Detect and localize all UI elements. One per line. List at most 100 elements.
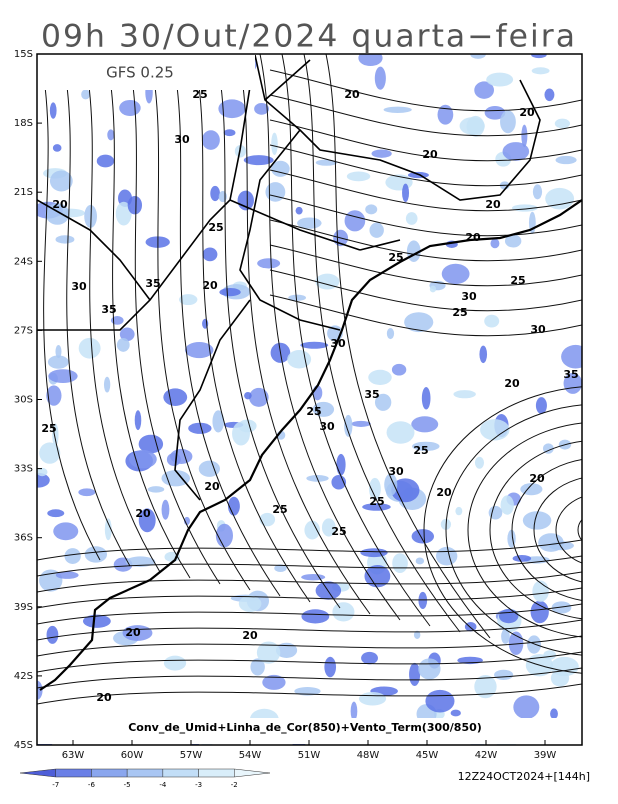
shade-blob [351,420,371,427]
streamline [303,54,461,633]
contour-label: 20 [465,231,481,244]
shade-blob [39,442,61,464]
longitude-label: 39W [534,750,557,761]
shade-blob [48,369,78,384]
streamline [37,571,582,593]
shade-blob [402,183,410,203]
streamline [489,440,582,620]
shade-blob [46,385,62,406]
contour-label: 20 [529,472,545,485]
streamline [215,54,341,609]
shade-blob [502,142,530,161]
shade-blob [110,316,124,325]
contour-label: 30 [174,133,190,146]
streamline [269,144,582,187]
shade-blob [254,103,269,115]
shade-blob [287,350,312,369]
shade-blob [332,602,355,622]
contour-label: 30 [461,290,477,303]
contour-label: 25 [192,88,207,101]
latitude-label: 24S [14,256,33,267]
shade-blob [391,363,407,376]
shade-blob [437,104,454,125]
shade-blob [37,680,43,700]
shade-blob [163,655,187,671]
latitude-label: 27S [14,325,33,336]
longitude-label: 48W [357,750,380,761]
title: 09h 30/Out/2024 quarta−feira [41,19,577,55]
convergence-shading [37,54,582,745]
shade-blob [501,628,510,644]
legend-label: -4 [159,781,167,789]
contour-label: 25 [41,422,56,435]
borders [37,54,541,501]
shade-blob [344,414,353,437]
shade-blob [369,477,381,501]
shade-blob [405,212,418,225]
shade-blob [409,662,421,686]
shade-blob [474,456,485,469]
shade-blob [336,453,346,476]
streamline [269,269,582,312]
contour-label: 20 [96,691,112,704]
shade-blob [543,650,557,660]
shade-blob [360,548,388,558]
shade-blob [78,337,101,359]
shade-blob [301,609,330,624]
shade-blob [500,495,514,515]
shade-blob [49,102,57,119]
shade-blob [384,473,398,496]
streamline [61,54,131,567]
shade-blob [134,410,142,431]
shade-blob [103,376,111,393]
streamline [37,603,582,625]
shade-blob [535,397,547,414]
shade-blob [361,651,378,665]
shade-blob [421,386,431,410]
contour-label: 25 [388,251,403,264]
legend-swatch [126,768,164,778]
streamline [269,119,582,162]
shade-blob [275,642,298,658]
streamline [269,219,582,262]
shade-blob [412,441,440,451]
legend-label: -7 [52,781,59,789]
shade-blob [210,185,220,202]
shade-blob [304,520,320,540]
shade-blob [82,614,111,628]
shade-blob [550,669,570,687]
caption-box [37,718,582,744]
legend-swatch [19,768,56,778]
contour-label: 20 [202,279,218,292]
shade-blob [315,159,338,166]
streamline [105,54,191,579]
shade-blob [484,106,506,120]
contour-label: 25 [369,495,384,508]
shade-blob [125,556,156,567]
shade-blob [232,421,250,446]
shade-blob [474,674,497,699]
shade-blob [455,506,463,516]
shade-blob [188,422,212,434]
shade-blob [47,355,69,369]
shade-blob [532,184,543,200]
latitude-label: 30S [14,395,33,406]
streamlines [37,54,582,705]
legend-label: -6 [88,781,96,789]
shade-blob [52,144,62,152]
contour-label: 30 [388,465,404,478]
color-legend: -7 -6 -5 -4 -3 -2 [19,768,271,789]
shade-blob [550,708,558,720]
legend-swatch [198,768,235,778]
shade-blob [368,369,392,385]
shade-blob [404,312,434,333]
shade-blob [116,337,130,352]
shade-blob [256,641,281,664]
streamline [149,54,251,591]
shade-blob [163,388,188,406]
latitude-labels: 15S 18S 21S 24S 27S 30S 33S 36S 39S 42S 45S [14,49,42,751]
shade-blob [84,546,108,563]
shade-blob [435,546,458,566]
shade-blob [259,512,276,527]
shade-blob [170,448,193,464]
